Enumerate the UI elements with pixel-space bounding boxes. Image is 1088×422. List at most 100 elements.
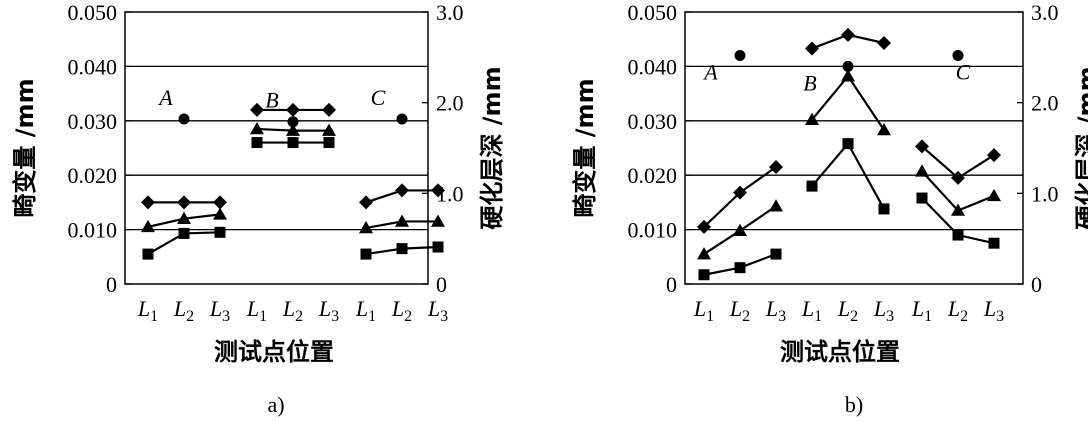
triangle-marker [250, 121, 264, 135]
square-marker [432, 241, 444, 253]
series-line [811, 141, 885, 210]
y-axis-title-left: 畸变量 /mm [571, 78, 599, 217]
y-axis-title-right: 硬化层深 /mm [1073, 66, 1088, 229]
y-tick-label-right: 2.0 [436, 91, 464, 116]
x-tick-label: L1 [693, 296, 714, 325]
square-marker [952, 229, 964, 241]
group-label: C [371, 85, 386, 110]
series-circle [178, 113, 408, 128]
square-marker [988, 237, 1000, 249]
chart-panel-b: 0 0.010 0.020 0.030 0.040 0.050 0 1.0 2.0 3.0 畸变量 … [571, 0, 1088, 417]
circle-marker [952, 50, 964, 62]
x-tick-label: L1 [801, 296, 822, 325]
panel-caption: b) [845, 392, 863, 417]
group-label: B [803, 70, 816, 95]
y-tick-label-left: 0.020 [628, 163, 678, 188]
triangle-marker [141, 219, 155, 233]
y-tick-label-left: 0.040 [68, 54, 118, 79]
x-tick-label: L3 [873, 296, 894, 325]
diamond-marker [213, 195, 227, 210]
series-diamond [141, 102, 445, 210]
x-tick-label: L2 [391, 296, 412, 325]
series-square [142, 137, 444, 260]
square-marker [287, 137, 299, 149]
square-marker [806, 180, 818, 192]
triangle-marker [213, 207, 227, 220]
square-marker [142, 248, 154, 260]
circle-marker [178, 113, 190, 125]
y-tick-label-left: 0.030 [68, 109, 118, 134]
square-marker [734, 262, 746, 274]
diamond-marker [359, 195, 373, 210]
chart-panel-a: 00.0100.0200.0300.0400.05001.02.03.0畸变量 … [11, 0, 506, 417]
x-tick-label: L3 [427, 296, 448, 325]
circle-marker [734, 50, 746, 62]
square-marker [842, 138, 854, 150]
triangle-marker [177, 211, 191, 224]
circle-marker [287, 116, 299, 128]
y-tick-label-left: 0.010 [68, 218, 118, 243]
square-marker [770, 248, 782, 260]
series-circle [734, 50, 964, 72]
triangle-marker [915, 164, 929, 177]
x-axis-title: 测试点位置 [214, 338, 334, 366]
y-tick-label-left: 0.040 [628, 54, 678, 79]
square-marker [178, 227, 190, 239]
y-tick-label-right: 2.0 [1031, 91, 1059, 116]
series-triangle [697, 69, 1001, 260]
diamond-marker [697, 219, 711, 234]
y-tick-label-left: 0.020 [68, 163, 118, 188]
series-line [811, 74, 885, 131]
diamond-marker [733, 185, 747, 200]
plot-frame [684, 11, 1024, 285]
square-marker [916, 192, 928, 204]
square-marker [323, 137, 335, 149]
circle-marker [396, 113, 408, 125]
x-tick-label: L3 [765, 296, 786, 325]
triangle-marker [805, 112, 819, 125]
diamond-marker [877, 36, 891, 51]
y-tick-label-left: 0 [666, 272, 677, 297]
y-tick-label-left: 0.050 [68, 0, 118, 25]
x-tick-label: L1 [246, 296, 267, 325]
y-tick-label-left: 0.010 [628, 218, 678, 243]
diamond-marker [250, 102, 264, 117]
x-tick-label: L3 [209, 296, 230, 325]
triangle-marker [359, 220, 373, 234]
y-tick-label-right: 0 [1031, 272, 1042, 297]
x-tick-label: L2 [282, 296, 303, 325]
y-axis-title-left: 畸变量 /mm [11, 78, 39, 217]
square-marker [878, 203, 890, 215]
diamond-marker [395, 183, 409, 198]
square-marker [396, 243, 408, 255]
triangle-marker [322, 123, 336, 136]
y-tick-label-left: 0.050 [628, 0, 678, 25]
y-tick-label-left: 0 [106, 272, 117, 297]
square-marker [214, 226, 226, 238]
diamond-marker [951, 170, 965, 185]
group-label: A [157, 85, 173, 110]
x-tick-label: L3 [318, 296, 339, 325]
y-tick-label-right: 3.0 [436, 0, 464, 25]
diamond-marker [841, 27, 855, 42]
diamond-marker [286, 102, 300, 117]
diamond-marker [915, 139, 929, 154]
panel-caption: a) [267, 392, 284, 417]
x-tick-label: L1 [911, 296, 932, 325]
x-axis-title: 测试点位置 [780, 338, 900, 366]
x-tick-label: L1 [355, 296, 376, 325]
triangle-marker [697, 247, 711, 260]
y-tick-label-left: 0.030 [628, 109, 678, 134]
diamond-marker [431, 183, 445, 198]
triangle-marker [395, 214, 409, 227]
triangle-marker [769, 199, 783, 212]
series-square [698, 138, 1000, 281]
x-tick-label: L1 [137, 296, 158, 325]
diamond-marker [177, 195, 191, 210]
y-tick-label-right: 0 [436, 272, 447, 297]
square-marker [360, 248, 372, 260]
y-axis-title-right: 硬化层深 /mm [478, 66, 506, 229]
y-tick-label-right: 1.0 [1031, 181, 1059, 206]
